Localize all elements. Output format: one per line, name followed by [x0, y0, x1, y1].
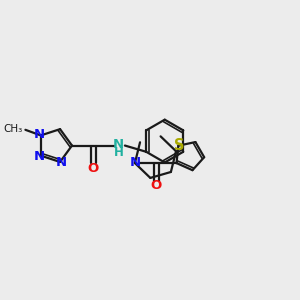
- Text: O: O: [151, 179, 162, 193]
- Text: CH₃: CH₃: [4, 124, 23, 134]
- Text: N: N: [130, 156, 141, 169]
- Text: N: N: [34, 150, 45, 163]
- Text: N: N: [56, 156, 67, 169]
- Text: N: N: [34, 128, 45, 141]
- Text: H: H: [114, 146, 124, 159]
- Text: N: N: [113, 138, 124, 151]
- Text: S: S: [174, 138, 184, 153]
- Text: O: O: [88, 162, 99, 175]
